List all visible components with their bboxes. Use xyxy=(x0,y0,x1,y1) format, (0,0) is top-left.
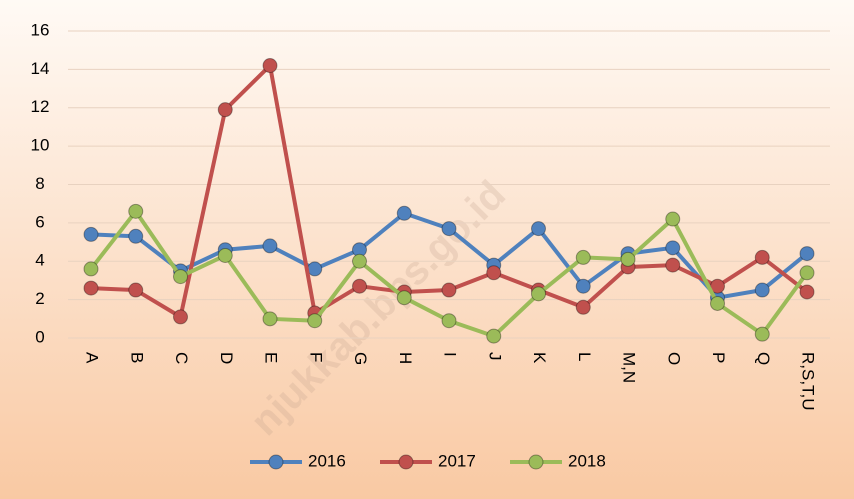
x-tick-label: H xyxy=(396,352,415,364)
y-tick-label: 8 xyxy=(35,174,44,193)
x-tick-label: A xyxy=(83,352,102,364)
marker xyxy=(665,257,681,273)
marker xyxy=(575,299,591,315)
x-tick-label: B xyxy=(127,352,146,363)
marker xyxy=(83,261,99,277)
marker xyxy=(799,265,815,281)
y-tick-label: 14 xyxy=(31,59,50,78)
x-tick-label: I xyxy=(441,352,460,357)
marker xyxy=(710,295,725,311)
y-tick-label: 10 xyxy=(31,136,50,155)
marker xyxy=(396,290,412,306)
x-tick-label: K xyxy=(530,352,549,364)
marker xyxy=(441,313,457,329)
marker xyxy=(620,251,636,267)
marker xyxy=(665,240,681,256)
x-tick-label: L xyxy=(575,352,594,361)
marker xyxy=(307,261,323,277)
y-tick-label: 2 xyxy=(35,289,44,308)
marker xyxy=(83,226,99,242)
x-tick-label: C xyxy=(172,352,191,364)
marker xyxy=(754,249,770,265)
marker xyxy=(531,286,546,302)
marker xyxy=(799,284,815,300)
x-tick-label: R,S,T,U xyxy=(799,352,818,411)
x-tick-label: Q xyxy=(754,352,773,365)
x-tick-label: O xyxy=(664,352,683,365)
x-tick-label: D xyxy=(217,352,236,364)
marker xyxy=(396,205,412,221)
marker xyxy=(486,265,502,281)
x-tick-label: M,N xyxy=(620,352,639,383)
marker xyxy=(262,311,278,327)
marker xyxy=(128,282,144,298)
marker xyxy=(217,102,233,118)
x-tick-label: G xyxy=(351,352,370,365)
legend-label: 2016 xyxy=(308,451,346,470)
marker xyxy=(262,58,278,74)
marker xyxy=(486,328,502,344)
marker xyxy=(754,282,770,298)
marker xyxy=(575,249,591,265)
marker xyxy=(173,309,188,325)
legend-marker xyxy=(398,454,414,470)
y-tick-label: 4 xyxy=(35,251,44,270)
marker xyxy=(128,203,144,219)
marker xyxy=(352,278,367,294)
legend-marker xyxy=(268,454,284,470)
marker xyxy=(352,253,367,269)
marker xyxy=(531,221,546,237)
legend-marker xyxy=(528,454,544,470)
y-tick-label: 16 xyxy=(31,20,50,39)
x-tick-label: E xyxy=(262,352,281,363)
marker xyxy=(307,313,323,329)
marker xyxy=(799,246,815,262)
x-tick-label: J xyxy=(485,352,504,361)
legend-label: 2018 xyxy=(568,451,606,470)
x-tick-label: F xyxy=(306,352,325,362)
marker xyxy=(665,211,681,227)
marker xyxy=(754,326,770,342)
marker xyxy=(575,278,591,294)
legend-label: 2017 xyxy=(438,451,476,470)
y-tick-label: 12 xyxy=(31,97,50,116)
y-tick-label: 6 xyxy=(35,212,44,231)
marker xyxy=(217,247,233,263)
marker xyxy=(128,228,144,244)
y-tick-label: 0 xyxy=(35,327,44,346)
marker xyxy=(262,238,278,254)
x-tick-label: P xyxy=(709,352,728,363)
marker xyxy=(441,221,457,237)
marker xyxy=(83,280,99,296)
marker xyxy=(441,282,457,298)
marker xyxy=(173,269,188,285)
